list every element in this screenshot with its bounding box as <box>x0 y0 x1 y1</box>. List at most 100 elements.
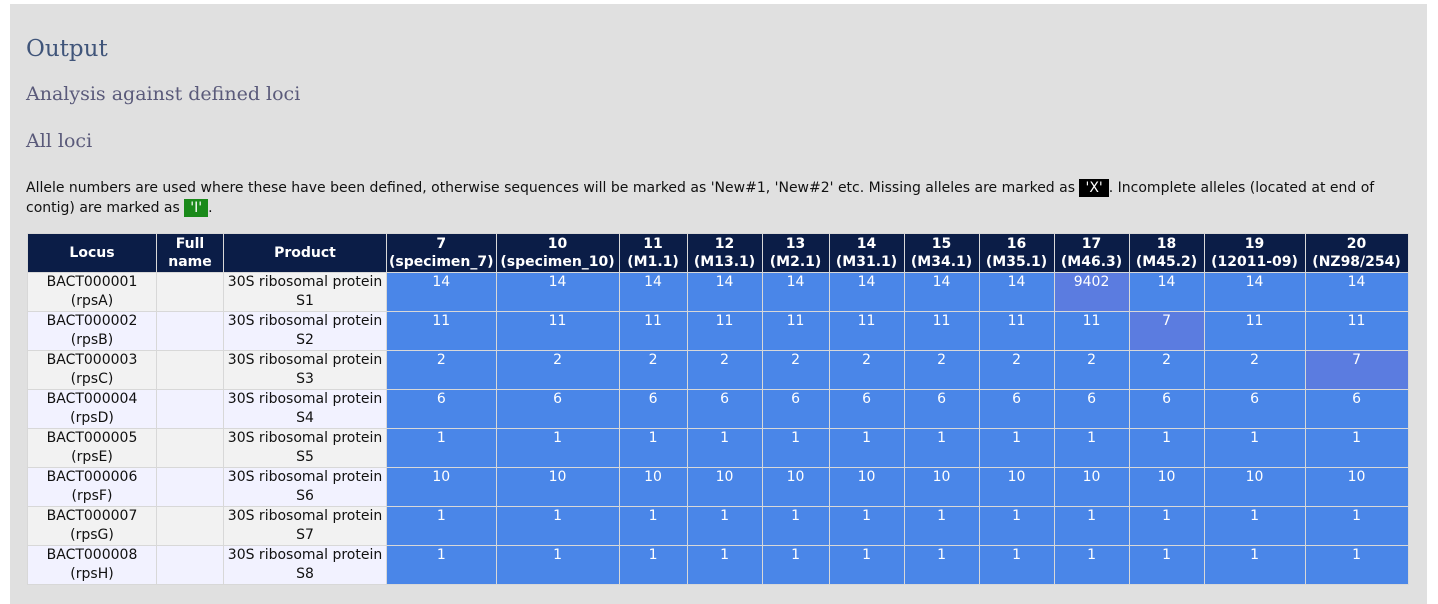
isolate-header[interactable]: 15 (M34.1) <box>903 233 980 273</box>
allele-cell[interactable]: 1 <box>386 506 497 546</box>
allele-cell[interactable]: 10 <box>495 467 620 507</box>
allele-cell[interactable]: 10 <box>386 467 497 507</box>
allele-cell[interactable]: 14 <box>686 272 763 312</box>
allele-cell[interactable]: 14 <box>1304 272 1409 312</box>
allele-cell[interactable]: 1 <box>1304 506 1409 546</box>
allele-cell[interactable]: 1 <box>1203 545 1306 585</box>
allele-cell[interactable]: 1 <box>903 428 980 468</box>
allele-cell[interactable]: 11 <box>1053 311 1130 351</box>
allele-cell[interactable]: 1 <box>1304 545 1409 585</box>
allele-cell[interactable]: 14 <box>978 272 1055 312</box>
allele-cell[interactable]: 2 <box>618 350 688 390</box>
allele-cell[interactable]: 1 <box>686 506 763 546</box>
allele-cell[interactable]: 6 <box>828 389 905 429</box>
locus-header[interactable]: Locus <box>27 233 157 273</box>
allele-cell[interactable]: 6 <box>1203 389 1306 429</box>
allele-cell[interactable]: 1 <box>978 545 1055 585</box>
allele-cell[interactable]: 2 <box>386 350 497 390</box>
allele-cell[interactable]: 6 <box>761 389 830 429</box>
allele-cell[interactable]: 11 <box>495 311 620 351</box>
allele-cell[interactable]: 10 <box>1128 467 1205 507</box>
isolate-header[interactable]: 20 (NZ98/254) <box>1304 233 1409 273</box>
allele-cell[interactable]: 14 <box>618 272 688 312</box>
allele-cell[interactable]: 1 <box>828 545 905 585</box>
allele-cell[interactable]: 10 <box>686 467 763 507</box>
locus-cell[interactable]: BACT000006 (rpsF) <box>27 467 157 507</box>
allele-cell[interactable]: 1 <box>495 545 620 585</box>
allele-cell[interactable]: 1 <box>1203 428 1306 468</box>
allele-cell[interactable]: 11 <box>828 311 905 351</box>
allele-cell[interactable]: 6 <box>1053 389 1130 429</box>
allele-cell[interactable]: 6 <box>686 389 763 429</box>
isolate-header[interactable]: 11 (M1.1) <box>618 233 688 273</box>
locus-cell[interactable]: BACT000004 (rpsD) <box>27 389 157 429</box>
isolate-header[interactable]: 14 (M31.1) <box>828 233 905 273</box>
allele-cell[interactable]: 10 <box>828 467 905 507</box>
allele-cell[interactable]: 1 <box>1128 506 1205 546</box>
allele-cell[interactable]: 11 <box>1304 311 1409 351</box>
allele-cell[interactable]: 6 <box>386 389 497 429</box>
isolate-header[interactable]: 10 (specimen_10) <box>495 233 620 273</box>
allele-cell[interactable]: 1 <box>618 545 688 585</box>
full-name-header[interactable]: Full name <box>156 233 224 273</box>
allele-cell[interactable]: 1 <box>761 428 830 468</box>
allele-cell[interactable]: 1 <box>686 545 763 585</box>
allele-cell[interactable]: 1 <box>1128 545 1205 585</box>
allele-cell[interactable]: 14 <box>1203 272 1306 312</box>
allele-cell[interactable]: 7 <box>1128 311 1205 351</box>
allele-cell[interactable]: 6 <box>1128 389 1205 429</box>
allele-cell[interactable]: 10 <box>978 467 1055 507</box>
allele-cell[interactable]: 10 <box>1304 467 1409 507</box>
locus-cell[interactable]: BACT000002 (rpsB) <box>27 311 157 351</box>
allele-cell[interactable]: 1 <box>386 428 497 468</box>
allele-cell[interactable]: 1 <box>386 545 497 585</box>
locus-cell[interactable]: BACT000005 (rpsE) <box>27 428 157 468</box>
allele-cell[interactable]: 6 <box>618 389 688 429</box>
allele-cell[interactable]: 2 <box>978 350 1055 390</box>
allele-cell[interactable]: 10 <box>1053 467 1130 507</box>
allele-cell[interactable]: 6 <box>978 389 1055 429</box>
isolate-header[interactable]: 13 (M2.1) <box>761 233 830 273</box>
isolate-header[interactable]: 16 (M35.1) <box>978 233 1055 273</box>
allele-cell[interactable]: 1 <box>761 545 830 585</box>
isolate-header[interactable]: 18 (M45.2) <box>1128 233 1205 273</box>
allele-cell[interactable]: 6 <box>903 389 980 429</box>
allele-cell[interactable]: 6 <box>495 389 620 429</box>
allele-cell[interactable]: 14 <box>495 272 620 312</box>
allele-cell[interactable]: 10 <box>761 467 830 507</box>
allele-cell[interactable]: 14 <box>903 272 980 312</box>
allele-cell[interactable]: 2 <box>1203 350 1306 390</box>
allele-cell[interactable]: 1 <box>828 506 905 546</box>
allele-cell[interactable]: 2 <box>761 350 830 390</box>
allele-cell[interactable]: 2 <box>903 350 980 390</box>
allele-cell[interactable]: 2 <box>1128 350 1205 390</box>
allele-cell[interactable]: 11 <box>903 311 980 351</box>
allele-cell[interactable]: 1 <box>1053 545 1130 585</box>
allele-cell[interactable]: 1 <box>828 428 905 468</box>
allele-cell[interactable]: 7 <box>1304 350 1409 390</box>
allele-cell[interactable]: 10 <box>1203 467 1306 507</box>
allele-cell[interactable]: 1 <box>903 506 980 546</box>
product-header[interactable]: Product <box>223 233 387 273</box>
allele-cell[interactable]: 1 <box>618 428 688 468</box>
locus-cell[interactable]: BACT000007 (rpsG) <box>27 506 157 546</box>
allele-cell[interactable]: 14 <box>828 272 905 312</box>
allele-cell[interactable]: 1 <box>495 506 620 546</box>
allele-cell[interactable]: 10 <box>903 467 980 507</box>
allele-cell[interactable]: 6 <box>1304 389 1409 429</box>
allele-cell[interactable]: 1 <box>1053 428 1130 468</box>
allele-cell[interactable]: 10 <box>618 467 688 507</box>
allele-cell[interactable]: 14 <box>761 272 830 312</box>
locus-cell[interactable]: BACT000003 (rpsC) <box>27 350 157 390</box>
allele-cell[interactable]: 14 <box>1128 272 1205 312</box>
allele-cell[interactable]: 1 <box>903 545 980 585</box>
allele-cell[interactable]: 14 <box>386 272 497 312</box>
allele-cell[interactable]: 1 <box>686 428 763 468</box>
allele-cell[interactable]: 11 <box>386 311 497 351</box>
isolate-header[interactable]: 12 (M13.1) <box>686 233 763 273</box>
allele-cell[interactable]: 11 <box>686 311 763 351</box>
allele-cell[interactable]: 11 <box>1203 311 1306 351</box>
allele-cell[interactable]: 1 <box>1203 506 1306 546</box>
allele-cell[interactable]: 2 <box>828 350 905 390</box>
locus-cell[interactable]: BACT000008 (rpsH) <box>27 545 157 585</box>
